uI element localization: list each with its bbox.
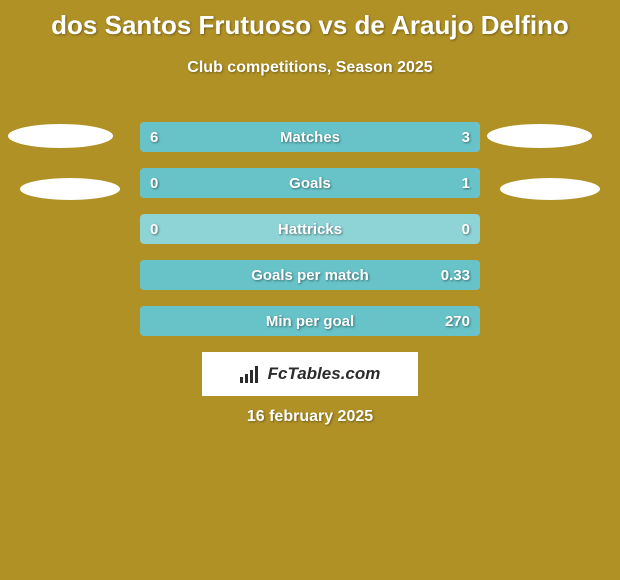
team-logo-placeholder xyxy=(20,178,120,200)
stat-label: Matches xyxy=(140,122,480,152)
team-logo-placeholder xyxy=(8,124,113,148)
team-logo-placeholder xyxy=(487,124,592,148)
stat-label: Hattricks xyxy=(140,214,480,244)
comparison-title: dos Santos Frutuoso vs de Araujo Delfino xyxy=(0,0,620,41)
stat-row: 0.33Goals per match xyxy=(140,260,480,290)
stat-row: 00Hattricks xyxy=(140,214,480,244)
stat-label: Min per goal xyxy=(140,306,480,336)
brand-text: FcTables.com xyxy=(268,364,381,384)
comparison-subtitle: Club competitions, Season 2025 xyxy=(0,59,620,77)
brand-badge: FcTables.com xyxy=(202,352,418,396)
team-logo-placeholder xyxy=(500,178,600,200)
stat-row: 63Matches xyxy=(140,122,480,152)
bar-chart-icon xyxy=(240,365,262,383)
stat-label: Goals per match xyxy=(140,260,480,290)
snapshot-date: 16 february 2025 xyxy=(0,408,620,426)
stat-row: 270Min per goal xyxy=(140,306,480,336)
stat-row: 01Goals xyxy=(140,168,480,198)
comparison-bars: 63Matches 01Goals 00Hattricks 0.33Goals per… xyxy=(140,122,480,352)
stat-label: Goals xyxy=(140,168,480,198)
